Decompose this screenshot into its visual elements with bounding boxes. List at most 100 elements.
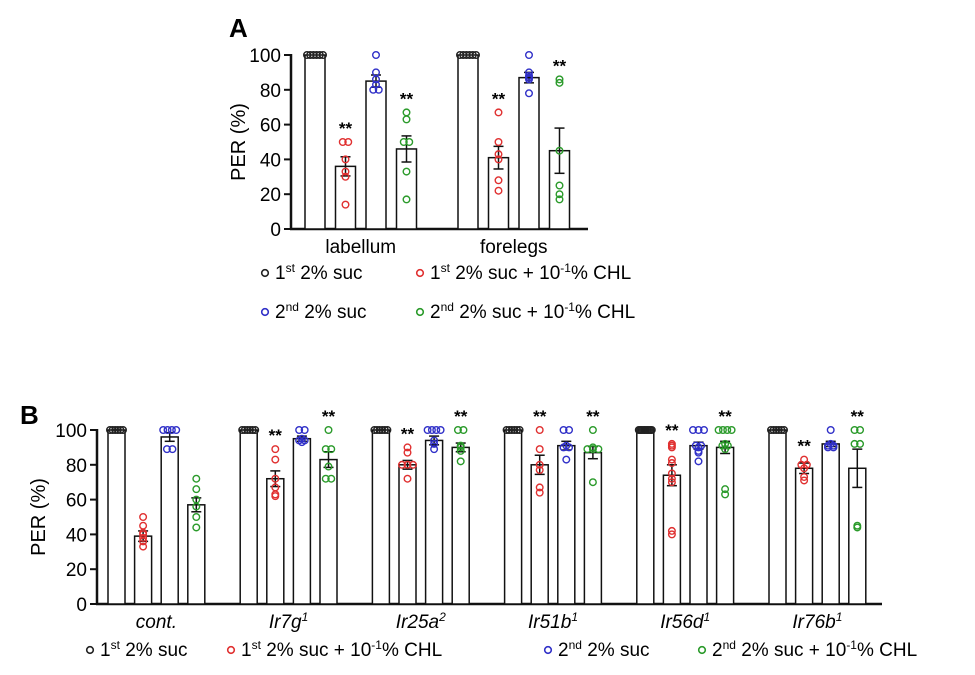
legend-label: 1st 2% suc + 10-1% CHL: [430, 261, 631, 284]
data-point: [300, 426, 309, 435]
data-point: [375, 426, 384, 435]
bar: [503, 429, 523, 605]
legend-text: % CHL: [382, 640, 442, 661]
legend-label: 1st 2% suc: [100, 638, 188, 661]
data-point: [315, 51, 324, 60]
data-point: [555, 181, 564, 190]
data-point: [723, 426, 732, 435]
legend-marker: [543, 645, 553, 655]
bar: [715, 446, 735, 605]
data-point: [344, 137, 353, 146]
data-point: [436, 426, 445, 435]
data-point: [399, 137, 408, 146]
y-tick-label: 60: [66, 491, 87, 512]
data-point: [667, 526, 676, 535]
bar: [160, 436, 179, 605]
data-point: [826, 426, 835, 435]
legend-text: % CHL: [571, 263, 631, 284]
data-point: [192, 474, 201, 483]
data-point: [405, 137, 414, 146]
data-point: [721, 485, 730, 494]
data-point: [667, 530, 676, 539]
x-category-label: Ir56d1: [660, 610, 710, 633]
significance-marker: **: [492, 89, 506, 108]
data-point: [494, 186, 503, 195]
bar: [457, 54, 479, 230]
data-point: [373, 426, 382, 435]
y-tick-label: 0: [76, 595, 87, 616]
data-point: [774, 426, 783, 435]
x-category-label: labellum: [325, 237, 396, 258]
significance-marker: **: [665, 421, 679, 440]
data-point: [594, 445, 603, 454]
bar: [768, 429, 787, 605]
data-point: [403, 443, 412, 452]
legend-text: 1: [100, 640, 111, 661]
data-point: [588, 478, 597, 487]
legend-label: 1st 2% suc: [275, 261, 363, 284]
data-point: [456, 457, 465, 466]
data-point: [689, 426, 698, 435]
data-point: [341, 200, 350, 209]
bar: [518, 76, 540, 230]
data-point: [271, 445, 280, 454]
panel-b-label: B: [20, 400, 39, 430]
legend-superscript: st: [252, 638, 262, 652]
significance-marker: **: [586, 407, 600, 426]
data-point: [167, 426, 176, 435]
data-point: [380, 426, 389, 435]
data-point: [507, 426, 516, 435]
data-point: [494, 176, 503, 185]
legend-superscript: nd: [286, 300, 299, 314]
panel-a-label: A: [229, 13, 248, 43]
legend-marker: [226, 645, 236, 655]
data-point: [513, 426, 522, 435]
data-point: [502, 426, 511, 435]
bar: [794, 467, 814, 605]
data-point: [423, 426, 432, 435]
legend-label: 2nd 2% suc + 10-1% CHL: [430, 300, 635, 323]
data-point: [430, 445, 439, 454]
significance-marker: **: [851, 407, 865, 426]
data-point: [562, 455, 571, 464]
significance-marker: **: [533, 407, 547, 426]
data-point: [555, 195, 564, 204]
significance-marker: **: [718, 407, 732, 426]
data-point: [565, 426, 574, 435]
data-point: [271, 474, 280, 483]
significance-marker: **: [269, 426, 283, 445]
legend-marker: [85, 645, 95, 655]
legend-text: 1: [430, 263, 441, 284]
bar: [662, 474, 682, 605]
data-point: [374, 85, 383, 94]
data-point: [192, 523, 201, 532]
legend-text: 2% suc: [582, 640, 650, 661]
data-point: [251, 426, 260, 435]
bar: [689, 444, 708, 605]
data-point: [297, 438, 306, 447]
data-point: [369, 85, 378, 94]
data-point: [780, 426, 789, 435]
data-point: [583, 445, 592, 454]
legend-text: 2: [712, 640, 723, 661]
data-point: [800, 472, 809, 481]
bar: [530, 464, 549, 605]
y-tick-label: 100: [55, 421, 87, 442]
data-point: [271, 492, 280, 501]
legend-superscript: st: [111, 638, 121, 652]
data-point: [383, 426, 392, 435]
data-point: [139, 513, 148, 522]
y-tick-label: 40: [66, 525, 87, 546]
data-point: [341, 167, 350, 176]
legend-marker: [415, 307, 425, 317]
legend-superscript: nd: [569, 638, 582, 652]
data-point: [111, 426, 120, 435]
data-point: [494, 108, 503, 117]
data-point: [432, 426, 441, 435]
data-point: [370, 426, 379, 435]
legend-marker: [415, 268, 425, 278]
data-point: [116, 426, 125, 435]
legend-marker: [260, 307, 270, 317]
y-tick-label: 0: [270, 220, 281, 241]
